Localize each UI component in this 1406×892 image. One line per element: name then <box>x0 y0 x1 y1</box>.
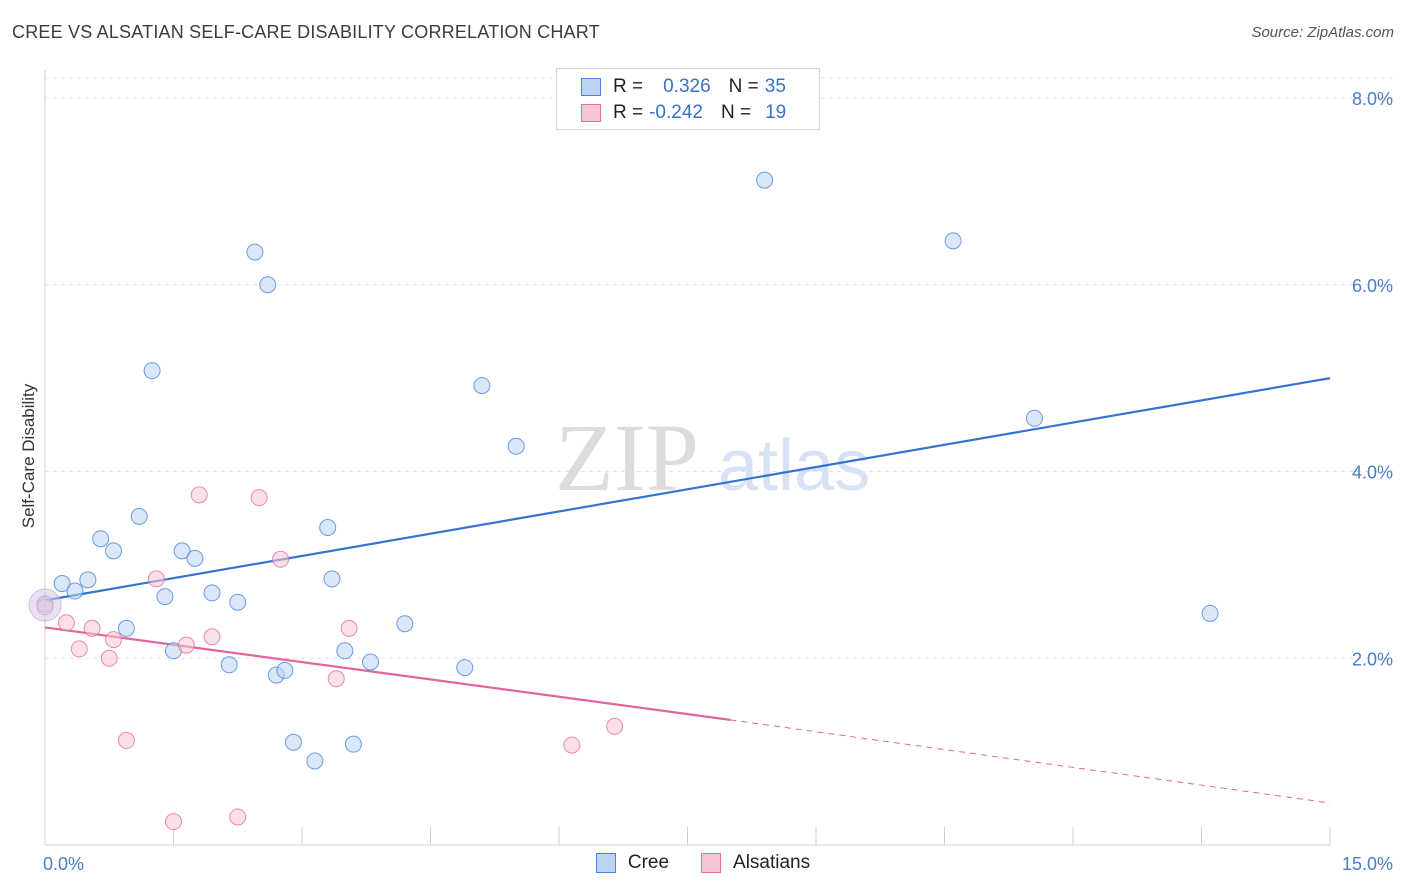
alsatians-point <box>165 813 182 831</box>
data-points <box>28 171 1219 831</box>
legend-r-value: -0.242 <box>649 102 703 123</box>
cree-point <box>246 243 264 261</box>
y-tick-label: 8.0% <box>1352 89 1393 109</box>
alsatians-point <box>340 619 358 637</box>
cree-point <box>220 656 238 674</box>
source-label: Source: ZipAtlas.com <box>1251 24 1394 41</box>
cree-point <box>319 519 337 537</box>
alsatians-point <box>100 649 118 667</box>
cree-point <box>507 437 525 455</box>
alsatians-point <box>177 636 195 654</box>
grid-lines <box>45 77 1395 659</box>
alsatians-point <box>203 628 221 646</box>
cree-point <box>306 752 324 770</box>
legend-item-cree[interactable]: Cree <box>595 852 670 874</box>
legend-swatch-cree <box>595 853 616 873</box>
watermark-atlas: atlas <box>718 426 870 506</box>
alsatians-point <box>272 550 290 568</box>
alsatians-point <box>563 736 581 754</box>
cree-point <box>396 615 414 633</box>
alsatians-point <box>117 731 135 749</box>
legend-swatch-cree <box>581 78 601 96</box>
cree-point <box>1201 604 1219 622</box>
cree-point <box>276 661 294 679</box>
y-tick-label: 6.0% <box>1352 276 1393 296</box>
cree-point <box>473 377 491 395</box>
cree-point <box>66 582 84 600</box>
cree-point <box>1025 409 1043 427</box>
cree-point <box>336 642 354 660</box>
cree-point <box>156 588 174 606</box>
legend-item-alsatians[interactable]: Alsatians <box>701 852 810 874</box>
cree-point <box>229 593 247 611</box>
legend-swatch-alsatians <box>701 853 722 873</box>
cree-point <box>79 571 97 589</box>
legend-n-label: N = <box>720 102 752 123</box>
alsatians-trend-line <box>44 626 731 721</box>
stats-legend: R = 0.326 N = 35 R = -0.242 N = 19 <box>556 68 820 130</box>
legend-row-cree: R = 0.326 N = 35 <box>581 75 786 99</box>
legend-n-label: N = <box>728 76 759 97</box>
cree-point <box>456 659 474 677</box>
legend-n-value: 19 <box>765 102 787 123</box>
alsatians-point <box>105 631 123 649</box>
y-axis-label: Self-Care Disability <box>19 383 38 528</box>
cree-point <box>362 653 380 671</box>
alsatians-point <box>229 808 247 826</box>
cree-point <box>203 584 221 602</box>
legend-row-alsatians: R = -0.242 N = 19 <box>581 101 786 125</box>
legend-label-cree: Cree <box>627 852 670 873</box>
alsatians-trend-extension <box>730 719 1331 804</box>
cree-point <box>186 549 204 567</box>
alsatians-point <box>83 619 101 637</box>
alsatians-point <box>70 640 88 658</box>
cree-point <box>92 530 110 548</box>
cree-point <box>143 362 161 380</box>
cree-point <box>323 570 341 588</box>
alsatians-point <box>606 717 624 735</box>
cree-point <box>117 619 135 637</box>
cree-trend-line <box>44 377 1331 602</box>
cree-point <box>284 733 302 751</box>
series-legend: Cree Alsatians <box>0 852 1406 874</box>
legend-n-value: 35 <box>764 76 786 97</box>
legend-label-alsatians: Alsatians <box>733 852 811 873</box>
cree-point <box>173 542 191 560</box>
cree-point <box>944 232 962 250</box>
cree-point <box>130 507 148 525</box>
tick-labels: 2.0% 4.0% 6.0% 8.0% 0.0% 15.0% <box>43 89 1393 874</box>
axes <box>44 70 1331 846</box>
cree-point <box>105 542 123 560</box>
alsatians-point <box>190 486 208 504</box>
alsatians-point <box>327 670 345 688</box>
cree-point <box>259 276 277 294</box>
y-tick-label: 2.0% <box>1352 649 1393 669</box>
chart-title: CREE VS ALSATIAN SELF-CARE DISABILITY CO… <box>12 22 600 42</box>
cree-point <box>344 735 362 753</box>
cree-point <box>756 171 774 189</box>
y-tick-label: 4.0% <box>1352 463 1393 483</box>
cree-point <box>53 575 71 593</box>
watermark: ZIP atlas <box>555 404 870 511</box>
x-tick-label: 0.0% <box>43 854 84 874</box>
trend-lines <box>44 377 1331 804</box>
legend-swatch-alsatians <box>581 104 601 122</box>
legend-r-label: R = <box>613 76 644 97</box>
legend-r-value: 0.326 <box>663 76 711 97</box>
alsatians-point <box>57 614 75 632</box>
alsatians-point <box>147 570 165 588</box>
origin-cluster-point <box>28 588 62 622</box>
legend-r-label: R = <box>613 102 644 123</box>
watermark-zip: ZIP <box>555 404 699 511</box>
x-tick-label: 15.0% <box>1342 854 1393 874</box>
alsatians-point <box>250 489 268 507</box>
